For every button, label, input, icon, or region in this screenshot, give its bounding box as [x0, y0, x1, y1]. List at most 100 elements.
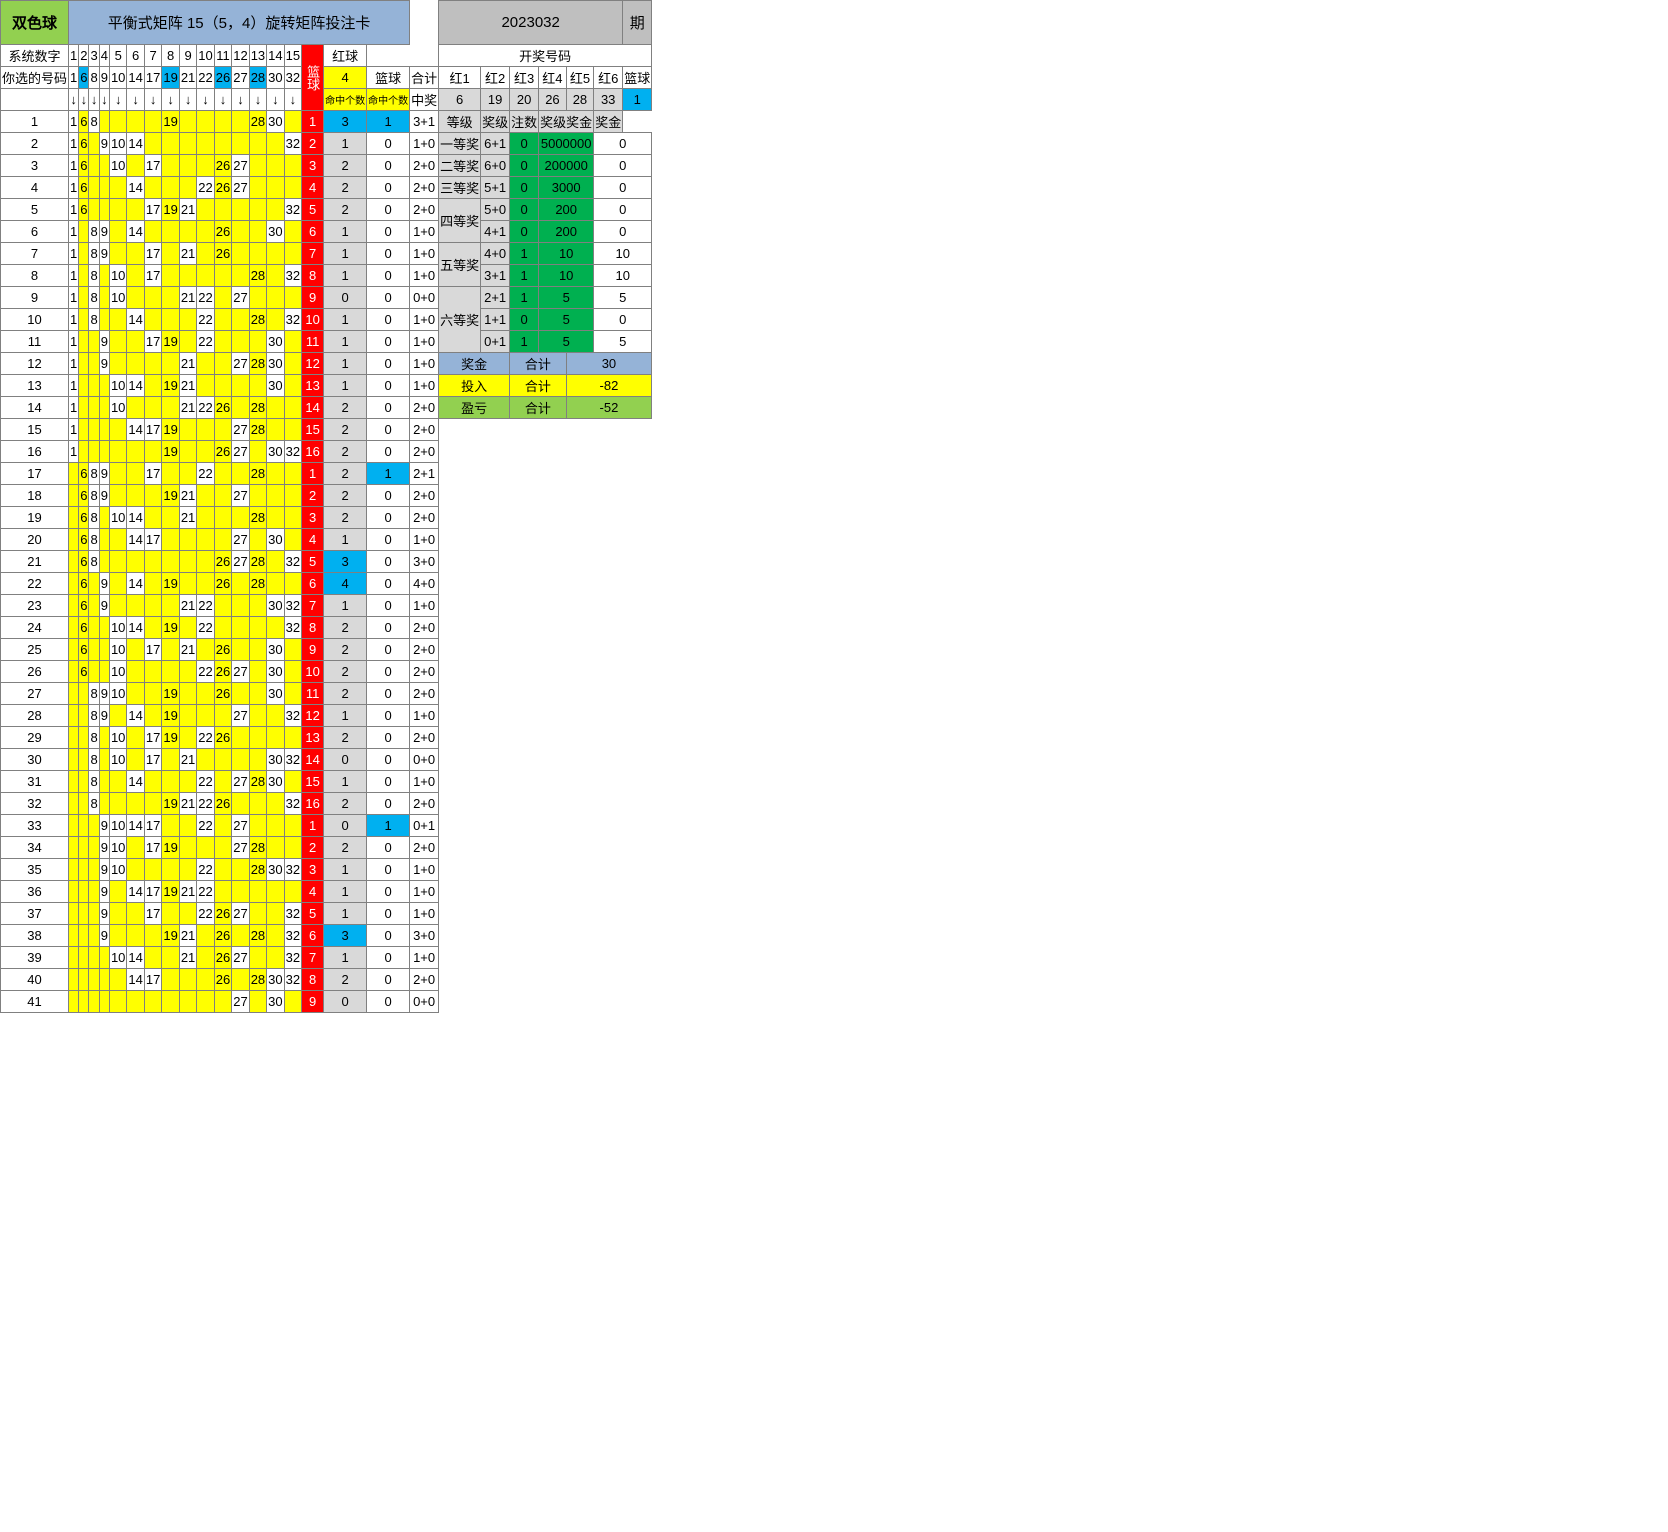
red-hits: 2: [324, 463, 367, 485]
hit-summary: 1+0: [410, 221, 439, 243]
prize-count: 0: [510, 177, 539, 199]
prize-amount: 200: [539, 221, 594, 243]
red-hits: 1: [324, 529, 367, 551]
winning-5: 33: [594, 89, 623, 111]
lanqiu-col: 篮球: [367, 67, 410, 89]
row-num: 31: [1, 771, 69, 793]
prize-money: 10: [594, 265, 652, 287]
hit-summary: 1+0: [410, 353, 439, 375]
blue-hits: 0: [367, 859, 410, 881]
row-num: 41: [1, 991, 69, 1013]
row-num: 18: [1, 485, 69, 507]
row-num: 23: [1, 595, 69, 617]
row-num: 36: [1, 881, 69, 903]
red-hits: 1: [324, 309, 367, 331]
blue-hits: 1: [367, 463, 410, 485]
prize-level: 一等奖: [439, 133, 481, 155]
blue-hits: 0: [367, 353, 410, 375]
blue-hits: 0: [367, 485, 410, 507]
sel-lanqiu: 4: [324, 67, 367, 89]
red-hits: 1: [324, 947, 367, 969]
red-hits: 1: [324, 375, 367, 397]
red-hits: 2: [324, 199, 367, 221]
hit-summary: 1+0: [410, 331, 439, 353]
row-num: 16: [1, 441, 69, 463]
row-num: 33: [1, 815, 69, 837]
blue-hits: 1: [367, 111, 410, 133]
row-num: 5: [1, 199, 69, 221]
hit-summary: 2+0: [410, 419, 439, 441]
red-hits: 2: [324, 485, 367, 507]
red-hits: 1: [324, 133, 367, 155]
row-num: 26: [1, 661, 69, 683]
blue-ball: 1: [302, 815, 324, 837]
prize-grade: 1+1: [481, 309, 510, 331]
red-hits: 1: [324, 859, 367, 881]
row-num: 17: [1, 463, 69, 485]
blue-ball: 15: [302, 419, 324, 441]
red-hits: 0: [324, 991, 367, 1013]
blue-hits: 0: [367, 243, 410, 265]
hit-summary: 1+0: [410, 265, 439, 287]
blue-hits: 0: [367, 705, 410, 727]
blue-ball: 3: [302, 507, 324, 529]
red-hits: 1: [324, 903, 367, 925]
red-hits: 1: [324, 243, 367, 265]
red-hits: 2: [324, 441, 367, 463]
blue-hits: 0: [367, 903, 410, 925]
summary-label: 盈亏: [439, 397, 510, 419]
blue-ball: 6: [302, 221, 324, 243]
row-num: 25: [1, 639, 69, 661]
summary-label: 投入: [439, 375, 510, 397]
prize-count: 1: [510, 265, 539, 287]
hit-summary: 4+0: [410, 573, 439, 595]
blue-hits: 0: [367, 661, 410, 683]
blue-hits: 0: [367, 683, 410, 705]
red-hits: 2: [324, 155, 367, 177]
red-hits: 0: [324, 287, 367, 309]
kaijiang-label: 开奖号码: [439, 45, 652, 67]
blue-ball: 15: [302, 771, 324, 793]
hit-summary: 2+0: [410, 639, 439, 661]
row-num: 15: [1, 419, 69, 441]
sel-label: 你选的号码: [1, 67, 69, 89]
prize-grade: 5+1: [481, 177, 510, 199]
blue-hits: 0: [367, 199, 410, 221]
red-hits: 1: [324, 331, 367, 353]
red-hits: 2: [324, 617, 367, 639]
prize-count: 1: [510, 287, 539, 309]
row-num: 14: [1, 397, 69, 419]
red-hits: 1: [324, 265, 367, 287]
blue-hits: 0: [367, 595, 410, 617]
summary-mid: 合计: [510, 397, 567, 419]
hit-summary: 0+1: [410, 815, 439, 837]
prize-count: 0: [510, 221, 539, 243]
prize-money: 0: [594, 177, 652, 199]
hit-summary: 0+0: [410, 991, 439, 1013]
blue-ball: 5: [302, 199, 324, 221]
row-num: 32: [1, 793, 69, 815]
blue-ball: 14: [302, 749, 324, 771]
hit-summary: 2+0: [410, 155, 439, 177]
blue-hits: 0: [367, 881, 410, 903]
sys-label: 系统数字: [1, 45, 69, 67]
blue-ball: 10: [302, 661, 324, 683]
row-num: 28: [1, 705, 69, 727]
blue-hits: 0: [367, 749, 410, 771]
hit-summary: 2+0: [410, 683, 439, 705]
hit-summary: 2+1: [410, 463, 439, 485]
winning-2: 20: [510, 89, 539, 111]
prize-count: 0: [510, 155, 539, 177]
hit-summary: 2+0: [410, 793, 439, 815]
red-hits: 2: [324, 639, 367, 661]
period-suffix: 期: [623, 1, 652, 45]
blue-hits: 0: [367, 551, 410, 573]
prize-money: 0: [594, 309, 652, 331]
row-num: 6: [1, 221, 69, 243]
red-hits: 1: [324, 353, 367, 375]
red-hits: 3: [324, 111, 367, 133]
red-hits: 2: [324, 727, 367, 749]
row-num: 3: [1, 155, 69, 177]
blue-ball: 8: [302, 265, 324, 287]
summary-value: -82: [566, 375, 652, 397]
